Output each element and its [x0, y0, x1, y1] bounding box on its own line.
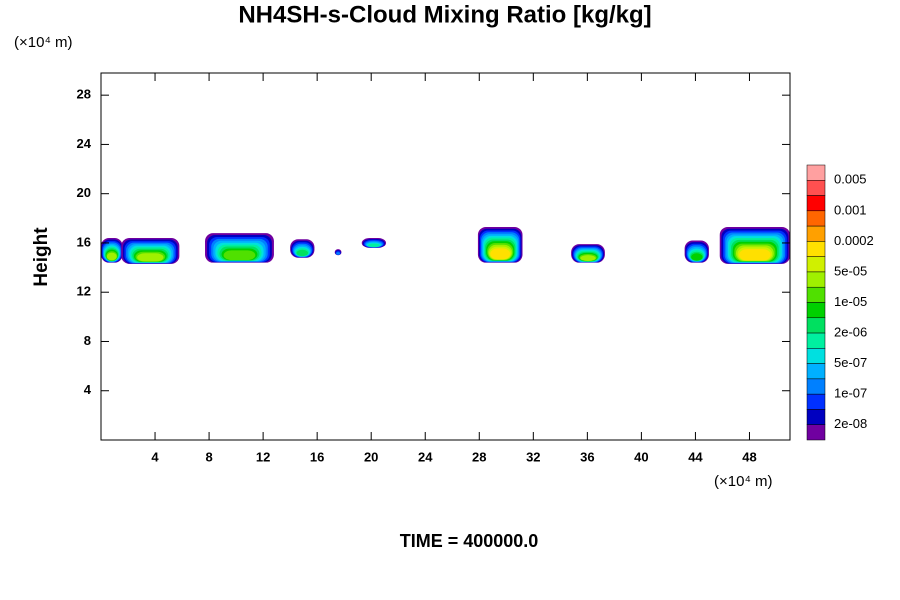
x-tick-label: 20: [364, 449, 378, 464]
colorbar-box: [806, 363, 826, 380]
colorbar-box: [806, 332, 826, 349]
y-tick-label: 24: [77, 136, 92, 151]
cloud-layer: [336, 252, 340, 255]
cloud: [334, 249, 342, 256]
colorbar-label: 2e-08: [834, 416, 867, 431]
y-tick-label: 8: [84, 333, 91, 348]
cloud-layer: [106, 252, 117, 261]
x-tick-label: 48: [742, 449, 756, 464]
colorbar-box: [806, 225, 826, 242]
cloud: [719, 226, 790, 264]
y-tick-label: 20: [77, 185, 91, 200]
colorbar-box: [806, 378, 826, 395]
cloud-layer: [739, 249, 771, 261]
colorbar-box: [806, 348, 826, 364]
cloud-layer: [296, 249, 309, 257]
cloud: [684, 240, 709, 263]
chart-title: NH4SH-s-Cloud Mixing Ratio [kg/kg]: [238, 1, 651, 28]
colorbar-box: [806, 210, 826, 227]
x-tick-label: 8: [205, 449, 212, 464]
cloud-layer: [580, 255, 596, 261]
x-tick-label: 24: [418, 449, 433, 464]
cloud-layer: [223, 250, 256, 260]
colorbar-label: 5e-05: [834, 263, 867, 278]
y-tick-label: 16: [77, 234, 91, 249]
x-tick-label: 32: [526, 449, 540, 464]
cloud: [121, 238, 180, 264]
x-tick-label: 12: [256, 449, 270, 464]
colorbar-box: [806, 317, 826, 334]
footer: TIME = 400000.0: [400, 531, 539, 551]
x-tick-label: 40: [634, 449, 648, 464]
colorbar-label: 0.0002: [834, 233, 874, 248]
cloud-layer: [691, 253, 703, 261]
cloud-field: [101, 226, 790, 264]
x-tick-label: 36: [580, 449, 594, 464]
colorbar-label: 5e-07: [834, 355, 867, 370]
x-unit: (×10⁴ m): [714, 473, 773, 490]
y-tick-label: 12: [77, 284, 91, 299]
colorbar-box: [806, 286, 826, 303]
cloud-layer: [490, 248, 511, 260]
colorbar-label: 2e-06: [834, 324, 867, 339]
colorbar-label: 0.001: [834, 202, 867, 217]
y-unit: (×10⁴ m): [14, 34, 73, 51]
colorbar-box: [806, 180, 826, 196]
colorbar-box: [806, 164, 826, 181]
plot-frame: [100, 72, 791, 441]
cloud-layer: [367, 243, 380, 248]
cloud: [101, 238, 123, 263]
y-tick-label: 28: [77, 87, 91, 102]
colorbar-box: [806, 271, 826, 288]
y-axis-label: Height: [31, 227, 52, 287]
cloud: [290, 239, 315, 258]
y-tick-label: 4: [84, 382, 92, 397]
colorbar-label: 1e-07: [834, 386, 867, 401]
x-tick-label: 44: [688, 449, 703, 464]
x-tick-label: 16: [310, 449, 324, 464]
colorbar-box: [806, 256, 826, 273]
colorbar-box: [806, 393, 826, 410]
colorbar-label: 0.005: [834, 172, 867, 187]
x-tick-label: 28: [472, 449, 486, 464]
cloud: [571, 244, 605, 263]
cloud: [477, 226, 523, 263]
colorbar-label: 1e-05: [834, 294, 867, 309]
colorbar-box: [806, 195, 826, 212]
colorbar-box: [806, 424, 826, 441]
colorbar-box: [806, 241, 826, 257]
x-tick-label: 4: [151, 449, 159, 464]
cloud: [205, 233, 274, 263]
cloud-layer: [137, 253, 164, 262]
cloud: [361, 238, 387, 248]
colorbar-box: [806, 409, 826, 425]
colorbar-box: [806, 302, 826, 319]
